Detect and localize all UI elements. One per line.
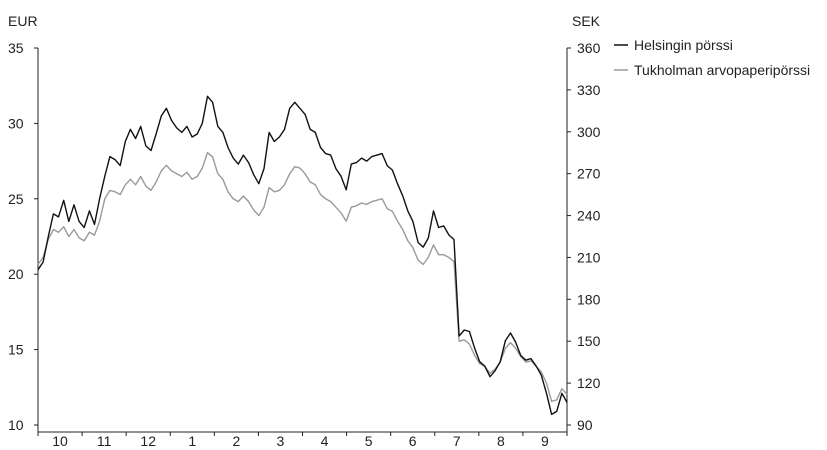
x-tick-label: 4 xyxy=(321,433,329,449)
right-tick-label: 90 xyxy=(577,417,593,433)
series-line-helsinki xyxy=(37,95,568,416)
left-axis-unit-label: EUR xyxy=(8,13,38,29)
x-tick-label: 2 xyxy=(232,433,240,449)
x-tick-label: 12 xyxy=(140,433,156,449)
right-tick-label: 270 xyxy=(577,166,601,182)
right-tick-label: 330 xyxy=(577,82,601,98)
right-tick-label: 120 xyxy=(577,375,601,391)
left-tick-label: 15 xyxy=(8,342,24,358)
legend: Helsingin pörssi Tukholman arvopaperipör… xyxy=(614,37,810,78)
x-tick-label: 6 xyxy=(409,433,417,449)
x-tick-label: 5 xyxy=(365,433,373,449)
left-tick-label: 10 xyxy=(8,417,24,433)
x-tick-label: 3 xyxy=(277,433,285,449)
x-tick-label: 10 xyxy=(52,433,68,449)
right-tick-label: 300 xyxy=(577,124,601,140)
series-lines xyxy=(37,95,568,416)
x-tick-label: 7 xyxy=(453,433,461,449)
x-tick-label: 8 xyxy=(497,433,505,449)
right-tick-label: 150 xyxy=(577,333,601,349)
right-tick-label: 180 xyxy=(577,291,601,307)
right-tick-label: 210 xyxy=(577,249,601,265)
x-tick-label: 11 xyxy=(97,433,112,449)
x-axis-ticks: 10 11 12 1 2 3 4 5 6 7 8 9 xyxy=(37,432,568,449)
series-line-stockholm xyxy=(37,151,568,402)
x-tick-label: 1 xyxy=(188,433,196,449)
right-tick-label: 360 xyxy=(577,40,601,56)
left-axis-ticks: 10 15 20 25 30 35 xyxy=(8,40,38,433)
right-tick-label: 240 xyxy=(577,208,601,224)
right-axis-ticks: 90 120 150 180 210 240 270 300 330 360 xyxy=(567,40,601,433)
left-tick-label: 35 xyxy=(8,40,24,56)
left-tick-label: 25 xyxy=(8,191,24,207)
legend-label-helsinki: Helsingin pörssi xyxy=(634,37,733,53)
right-axis-unit-label: SEK xyxy=(572,13,601,29)
x-tick-label: 9 xyxy=(541,433,549,449)
legend-label-stockholm: Tukholman arvopaperipörssi xyxy=(634,62,810,78)
left-tick-label: 20 xyxy=(8,266,24,282)
left-tick-label: 30 xyxy=(8,115,24,131)
